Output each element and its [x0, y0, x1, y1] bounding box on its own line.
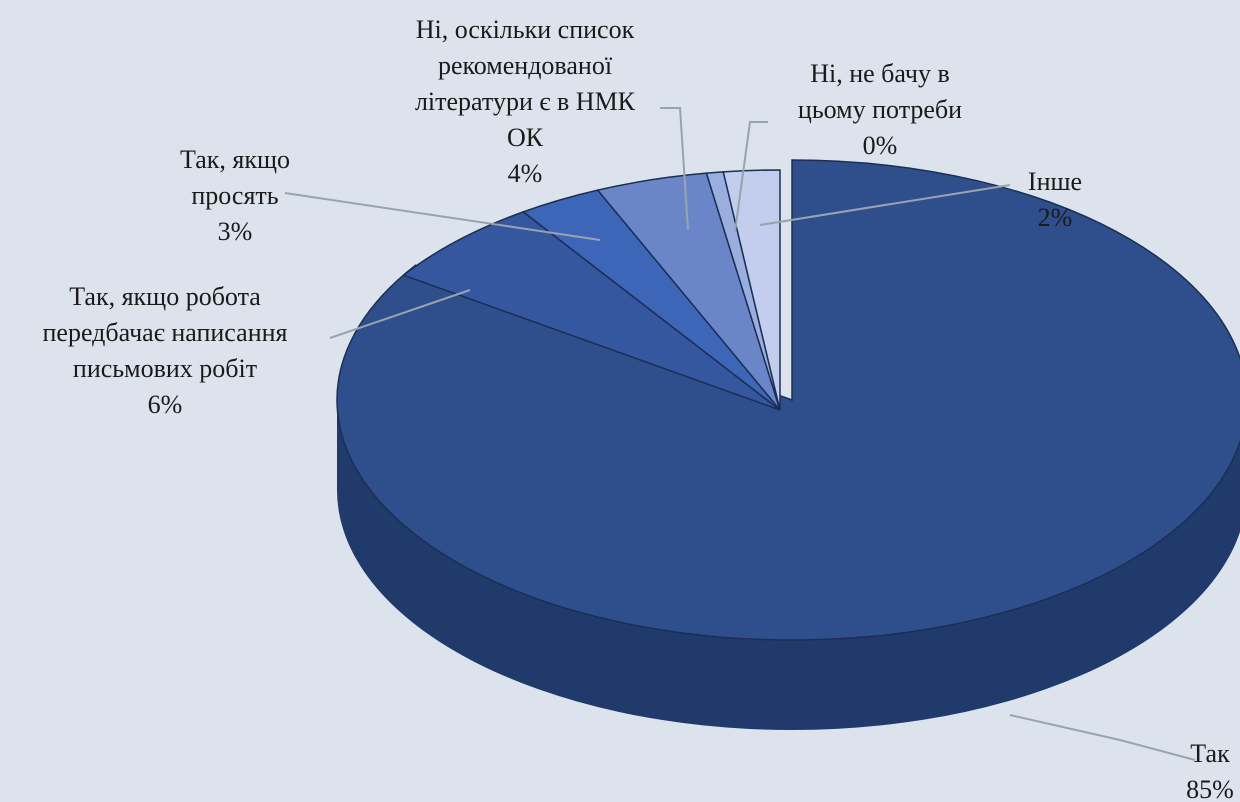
slice-percent-label: 2%	[1038, 203, 1073, 232]
slice-label: Інше 2%	[1028, 167, 1082, 232]
slice-name-label: письмових робіт	[73, 354, 257, 383]
leader-line	[734, 121, 768, 233]
slice-label: Ні, не бачу в цьому потреби 0%	[798, 59, 962, 160]
leader-line	[329, 289, 471, 339]
slice-name-label: ОК	[507, 123, 544, 152]
slice-name-label: Так	[1190, 739, 1230, 768]
slice-name-label: просять	[191, 181, 278, 210]
slice-percent-label: 3%	[218, 217, 253, 246]
slice-name-label: літератури є в НМК	[415, 87, 636, 116]
slice-label: Ні, оскільки список рекомендованої літерат…	[415, 15, 636, 188]
pie-slices	[336, 159, 1240, 641]
slice-name-label: цьому потреби	[798, 95, 962, 124]
slice-percent-label: 6%	[148, 390, 183, 419]
slice-name-label: Ні, оскільки список	[416, 15, 635, 44]
slice-name-label: Інше	[1028, 167, 1082, 196]
slice-name-label: передбачає написання	[42, 318, 287, 347]
slice-name-label: Ні, не бачу в	[810, 59, 950, 88]
pie-slice	[336, 159, 1240, 641]
leader-line	[660, 107, 689, 231]
pie-slice	[722, 169, 781, 411]
slice-label: Так 85%	[1186, 739, 1234, 802]
label-leader-lines	[284, 107, 1196, 761]
leader-line	[284, 192, 601, 241]
slice-label: Так, якщо робота передбачає написання пись…	[42, 282, 287, 419]
slice-percent-label: 4%	[508, 159, 543, 188]
leader-line	[759, 184, 1011, 226]
slice-percent-label: 85%	[1186, 775, 1234, 802]
slice-label: Так, якщо просять 3%	[180, 145, 290, 246]
slice-percent-label: 0%	[863, 131, 898, 160]
slice-labels: Так 85% Так, якщо робота передбачає написан…	[42, 15, 1233, 802]
slice-name-label: Так, якщо	[180, 145, 290, 174]
leader-line	[1009, 714, 1196, 761]
pie-slice	[402, 211, 781, 411]
slice-name-label: рекомендованої	[438, 51, 613, 80]
slice-name-label: Так, якщо робота	[69, 282, 261, 311]
slice-side	[337, 400, 1240, 730]
